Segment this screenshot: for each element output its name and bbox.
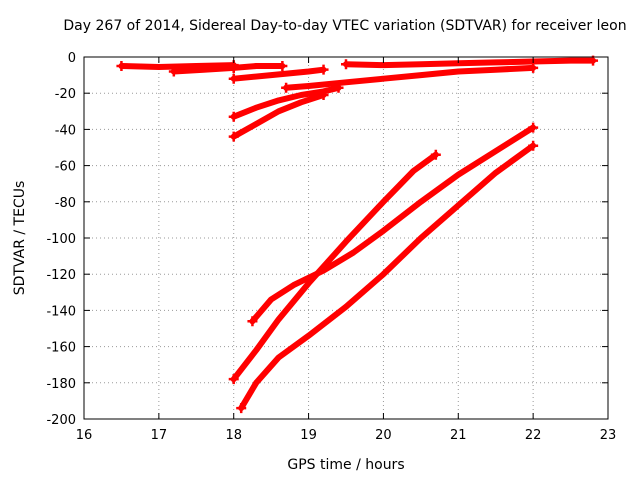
y-tick-label: -60 xyxy=(55,160,76,175)
data-point xyxy=(236,403,247,414)
data-point xyxy=(228,111,239,122)
data-point xyxy=(333,82,344,93)
x-tick-label: 16 xyxy=(76,428,93,443)
data-point xyxy=(318,90,329,101)
y-tick-label: -140 xyxy=(46,304,76,319)
data-series-10 xyxy=(249,124,537,325)
data-series-6 xyxy=(283,64,537,91)
data-series-11 xyxy=(238,142,537,412)
data-point xyxy=(168,66,179,77)
data-point xyxy=(228,62,239,73)
data-point xyxy=(430,149,441,160)
x-tick-label: 17 xyxy=(151,428,168,443)
data-point xyxy=(228,73,239,84)
data-point xyxy=(528,140,539,151)
data-point xyxy=(318,64,329,75)
x-axis-label: GPS time / hours xyxy=(287,457,405,473)
data-series xyxy=(116,55,599,414)
x-tick-label: 23 xyxy=(600,428,617,443)
data-point xyxy=(528,62,539,73)
y-tick-label: -200 xyxy=(46,413,76,428)
data-series-5 xyxy=(343,57,596,69)
data-point xyxy=(228,374,239,385)
y-tick-label: -80 xyxy=(55,196,76,211)
x-tick-label: 19 xyxy=(300,428,317,443)
chart-title: Day 267 of 2014, Sidereal Day-to-day VTE… xyxy=(63,18,627,34)
x-tick-label: 18 xyxy=(225,428,242,443)
y-tick-label: -40 xyxy=(55,123,76,138)
axis-ticks: 16 17 18 19 20 21 22 23 0 -20 -40 -60 -80 -100 -120 -14… xyxy=(46,51,616,443)
data-series-1 xyxy=(118,62,237,70)
y-tick-label: 0 xyxy=(68,51,76,66)
data-series-2 xyxy=(170,64,237,75)
data-point xyxy=(341,59,351,70)
y-tick-label: -20 xyxy=(55,87,76,102)
y-tick-label: -120 xyxy=(46,268,76,283)
data-point xyxy=(277,61,288,72)
data-series-4 xyxy=(230,66,327,82)
data-series-3 xyxy=(230,63,286,71)
data-point xyxy=(228,131,239,142)
x-tick-label: 20 xyxy=(375,428,392,443)
y-tick-label: -180 xyxy=(46,377,76,392)
x-tick-label: 22 xyxy=(525,428,542,443)
data-series-7 xyxy=(230,84,342,120)
data-series-9 xyxy=(230,151,439,383)
x-tick-label: 21 xyxy=(450,428,467,443)
data-point xyxy=(281,82,292,93)
y-tick-label: -100 xyxy=(46,232,76,247)
grid-lines xyxy=(84,57,608,419)
data-point xyxy=(247,316,258,327)
data-series-8 xyxy=(230,92,327,140)
y-tick-label: -160 xyxy=(46,341,76,356)
data-point xyxy=(528,122,539,133)
data-point xyxy=(116,61,127,72)
y-axis-label: SDTVAR / TECUs xyxy=(12,180,28,296)
